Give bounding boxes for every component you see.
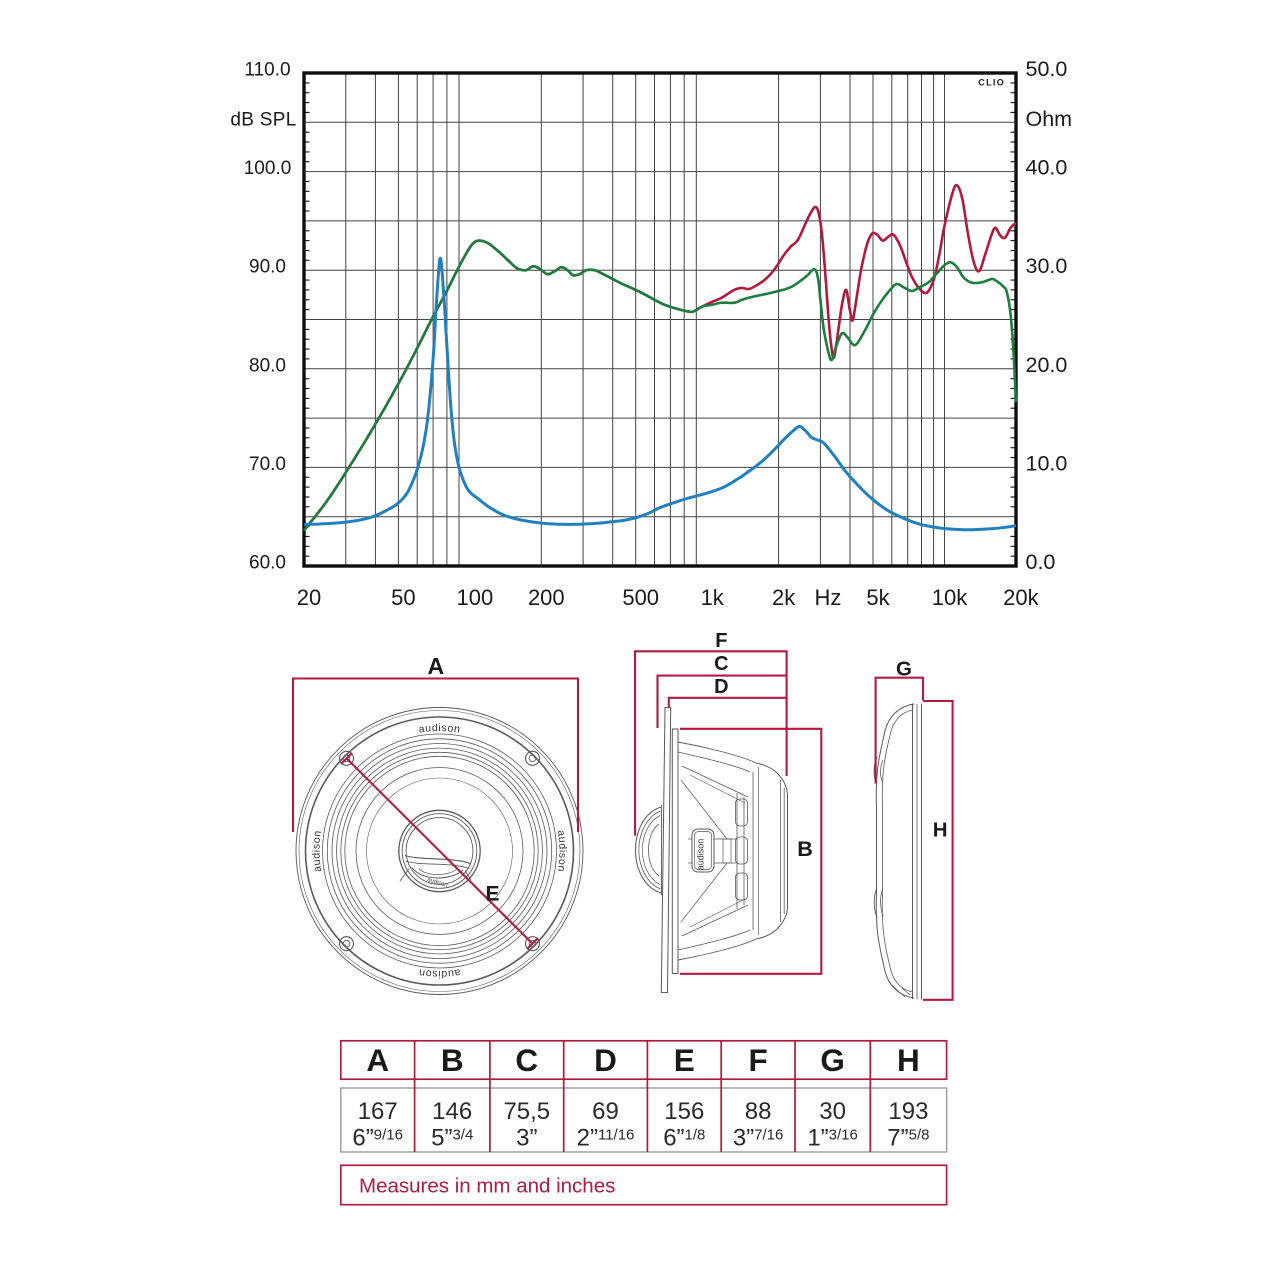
svg-text:0.0: 0.0 bbox=[1026, 550, 1056, 574]
svg-text:10.0: 10.0 bbox=[1026, 451, 1068, 475]
svg-text:50: 50 bbox=[391, 585, 415, 610]
svg-text:E: E bbox=[674, 1042, 695, 1078]
svg-text:C: C bbox=[714, 653, 728, 675]
svg-text:Ohm: Ohm bbox=[1026, 107, 1073, 131]
svg-text:70.0: 70.0 bbox=[249, 454, 286, 475]
svg-text:69: 69 bbox=[592, 1098, 619, 1125]
svg-text:20: 20 bbox=[297, 585, 321, 610]
svg-text:audison: audison bbox=[696, 839, 706, 871]
svg-text:20.0: 20.0 bbox=[1026, 353, 1068, 377]
svg-text:audison: audison bbox=[426, 877, 448, 889]
svg-text:75,5: 75,5 bbox=[503, 1098, 550, 1125]
svg-text:Measures in mm and inches: Measures in mm and inches bbox=[359, 1175, 615, 1198]
svg-text:80.0: 80.0 bbox=[249, 355, 286, 376]
svg-text:20k: 20k bbox=[1003, 585, 1039, 610]
svg-text:D: D bbox=[594, 1042, 617, 1078]
svg-text:30.0: 30.0 bbox=[1026, 254, 1068, 278]
svg-text:146: 146 bbox=[432, 1098, 472, 1125]
svg-text:60.0: 60.0 bbox=[249, 553, 286, 574]
svg-text:C: C bbox=[515, 1042, 538, 1078]
svg-text:167: 167 bbox=[358, 1098, 398, 1125]
svg-text:D: D bbox=[714, 676, 728, 698]
svg-text:F: F bbox=[715, 630, 727, 652]
svg-text:A: A bbox=[427, 653, 444, 679]
svg-text:50.0: 50.0 bbox=[1026, 57, 1068, 81]
svg-text:audison: audison bbox=[418, 966, 461, 980]
svg-text:193: 193 bbox=[888, 1098, 928, 1125]
svg-text:dB SPL: dB SPL bbox=[230, 110, 296, 131]
svg-text:audison: audison bbox=[310, 829, 324, 872]
svg-text:H: H bbox=[897, 1042, 920, 1078]
svg-text:156: 156 bbox=[664, 1098, 704, 1125]
svg-text:3”: 3” bbox=[516, 1125, 537, 1152]
svg-text:E: E bbox=[485, 883, 499, 906]
svg-text:90.0: 90.0 bbox=[249, 257, 286, 278]
svg-text:Hz: Hz bbox=[815, 585, 842, 610]
svg-text:H: H bbox=[933, 819, 948, 842]
svg-text:30: 30 bbox=[819, 1098, 846, 1125]
svg-text:110.0: 110.0 bbox=[244, 60, 290, 81]
svg-text:B: B bbox=[797, 837, 813, 861]
svg-text:200: 200 bbox=[528, 585, 565, 610]
svg-text:A: A bbox=[366, 1042, 389, 1078]
svg-text:100: 100 bbox=[457, 585, 494, 610]
svg-text:10k: 10k bbox=[932, 585, 968, 610]
svg-text:F: F bbox=[748, 1042, 767, 1078]
svg-text:500: 500 bbox=[622, 585, 659, 610]
svg-text:G: G bbox=[896, 658, 912, 681]
svg-text:5k: 5k bbox=[866, 585, 890, 610]
svg-text:CLIO: CLIO bbox=[978, 78, 1005, 88]
svg-text:5”3/4: 5”3/4 bbox=[431, 1125, 473, 1152]
svg-text:100.0: 100.0 bbox=[244, 158, 292, 179]
svg-text:audison: audison bbox=[555, 829, 569, 872]
svg-text:40.0: 40.0 bbox=[1026, 156, 1068, 180]
svg-text:88: 88 bbox=[745, 1098, 772, 1125]
svg-text:2k: 2k bbox=[772, 585, 796, 610]
svg-text:1k: 1k bbox=[701, 585, 725, 610]
svg-text:B: B bbox=[441, 1042, 464, 1078]
svg-text:G: G bbox=[820, 1042, 845, 1078]
svg-text:audison: audison bbox=[418, 722, 461, 736]
